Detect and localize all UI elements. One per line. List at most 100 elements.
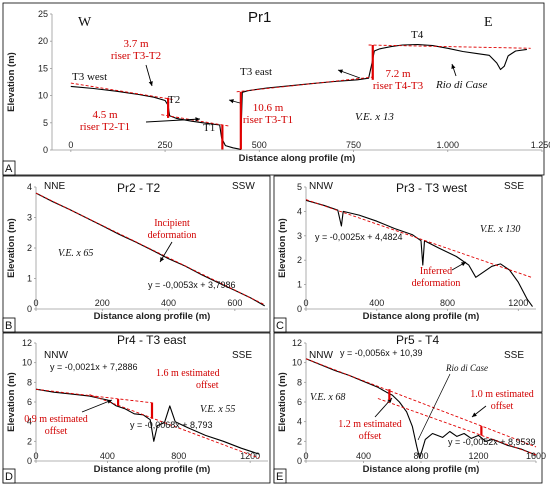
y-tick-label: 10 xyxy=(292,358,302,368)
x-tick-label: 400 xyxy=(161,298,176,308)
offset-annotation: 0.9 m estimated xyxy=(24,414,88,425)
profile-line xyxy=(305,199,533,307)
y-tick-label: 6 xyxy=(297,397,302,407)
y-tick-label: 4 xyxy=(297,206,302,216)
offset-annotation: 1.6 m estimated xyxy=(156,368,220,379)
panel-letter-box xyxy=(2,160,16,176)
deformation-arrow-head xyxy=(160,257,165,262)
offset-arrow-head xyxy=(107,399,112,404)
y-tick-label: 3 xyxy=(297,231,302,241)
river-label: Rio di Case xyxy=(445,363,488,373)
trend-line xyxy=(35,192,265,306)
x-tick-label: 1200 xyxy=(508,298,528,308)
direction-left: W xyxy=(78,15,92,30)
deformation-note: deformation xyxy=(148,230,197,241)
y-axis-title: Elevation (m) xyxy=(6,52,17,112)
surface-label: T1 xyxy=(203,122,215,134)
direction-right: SSE xyxy=(232,350,252,361)
x-tick-label: 500 xyxy=(252,140,267,150)
river-label: Rio di Case xyxy=(435,79,487,91)
surface-label: T3 east xyxy=(240,66,272,78)
x-tick-label: 1600 xyxy=(526,451,546,461)
regression-equation: y = -0,0068x + 8,793 xyxy=(130,420,213,430)
offset-arrow-head xyxy=(387,398,392,403)
panel-letter: B xyxy=(5,320,12,332)
y-tick-label: 2 xyxy=(297,255,302,265)
y-tick-label: 3 xyxy=(27,213,32,223)
x-tick-label: 800 xyxy=(413,451,428,461)
panel-letter: D xyxy=(5,471,13,483)
y-tick-label: 8 xyxy=(27,377,32,387)
offset-annotation: 1.2 m estimated xyxy=(338,419,402,430)
x-tick-label: 400 xyxy=(369,298,384,308)
x-tick-label: 1200 xyxy=(240,451,260,461)
riser-annotation: 7.2 m xyxy=(385,68,411,80)
panel-letter-box xyxy=(2,317,16,333)
panel-title: Pr2 - T2 xyxy=(117,181,160,195)
panel-letter: C xyxy=(276,320,284,332)
panel-frame xyxy=(2,332,271,484)
panel-letter-box xyxy=(273,468,287,484)
panel-letter: A xyxy=(5,163,13,175)
vertical-exaggeration: V.E. x 68 xyxy=(310,392,345,403)
riser-arrow-head xyxy=(229,99,234,104)
direction-right: SSE xyxy=(504,181,524,192)
direction-right: SSE xyxy=(504,350,524,361)
y-tick-label: 4 xyxy=(27,417,32,427)
offset-annotation: offset xyxy=(359,431,382,442)
panel-letter-box xyxy=(2,468,16,484)
y-tick-label: 25 xyxy=(38,9,48,19)
direction-right: SSW xyxy=(232,181,255,192)
direction-left: NNW xyxy=(309,181,333,192)
offset-annotation: offset xyxy=(45,426,68,437)
x-tick-label: 0 xyxy=(303,298,308,308)
offset-annotation: offset xyxy=(196,380,219,391)
riser-annotation: 10.6 m xyxy=(253,102,284,114)
surface-reference-line xyxy=(161,114,230,127)
y-axis-title: Elevation (m) xyxy=(277,372,288,432)
direction-right: E xyxy=(484,15,493,30)
panel-b: 0 1 2 3 4 0 200 400 600 Distance along profile (m… xyxy=(2,175,271,333)
y-tick-label: 20 xyxy=(38,36,48,46)
offset-annotation: 1.0 m estimated xyxy=(470,389,534,400)
direction-left: NNE xyxy=(44,181,65,192)
y-tick-label: 2 xyxy=(27,436,32,446)
x-tick-label: 0 xyxy=(68,140,73,150)
x-tick-label: 0 xyxy=(303,451,308,461)
profile-line xyxy=(35,388,260,455)
panel-letter-box xyxy=(273,317,287,333)
panel-frame xyxy=(273,332,543,484)
panel-frame xyxy=(2,2,545,176)
riser-arrow-head xyxy=(195,117,200,122)
regression-equation: y = -0,0053x + 3,7986 xyxy=(148,280,236,290)
x-tick-label: 250 xyxy=(158,140,173,150)
x-tick-label: 600 xyxy=(227,298,242,308)
deformation-arrow-head xyxy=(461,262,466,267)
y-tick-label: 0 xyxy=(43,145,48,155)
x-tick-label: 750 xyxy=(346,140,361,150)
riser-annotation: riser T3-T2 xyxy=(111,50,161,62)
y-tick-label: 4 xyxy=(27,182,32,192)
x-tick-label: 800 xyxy=(171,451,186,461)
panel-frame xyxy=(2,175,271,333)
y-tick-label: 6 xyxy=(27,397,32,407)
regression-equation: y = -0,0021x + 7,2886 xyxy=(50,362,138,372)
panel-title: Pr4 - T3 east xyxy=(117,333,187,347)
river-pointer xyxy=(417,373,451,441)
surface-reference-line xyxy=(236,76,373,93)
vertical-exaggeration: V.E. x 13 xyxy=(355,111,394,123)
y-tick-label: 15 xyxy=(38,63,48,73)
direction-left: NNW xyxy=(309,350,333,361)
surface-reference-line xyxy=(70,82,173,100)
regression-equation: y = -0,0052x + 8,9539 xyxy=(448,437,536,447)
y-tick-label: 2 xyxy=(27,243,32,253)
y-axis-title: Elevation (m) xyxy=(6,372,17,432)
offset-arrow-head xyxy=(472,412,477,417)
surface-reference-line xyxy=(368,44,531,49)
deformation-note: Incipient xyxy=(154,218,190,229)
riser-annotation: riser T3-T1 xyxy=(243,114,293,126)
x-axis-title: Distance along profile (m) xyxy=(363,311,480,322)
